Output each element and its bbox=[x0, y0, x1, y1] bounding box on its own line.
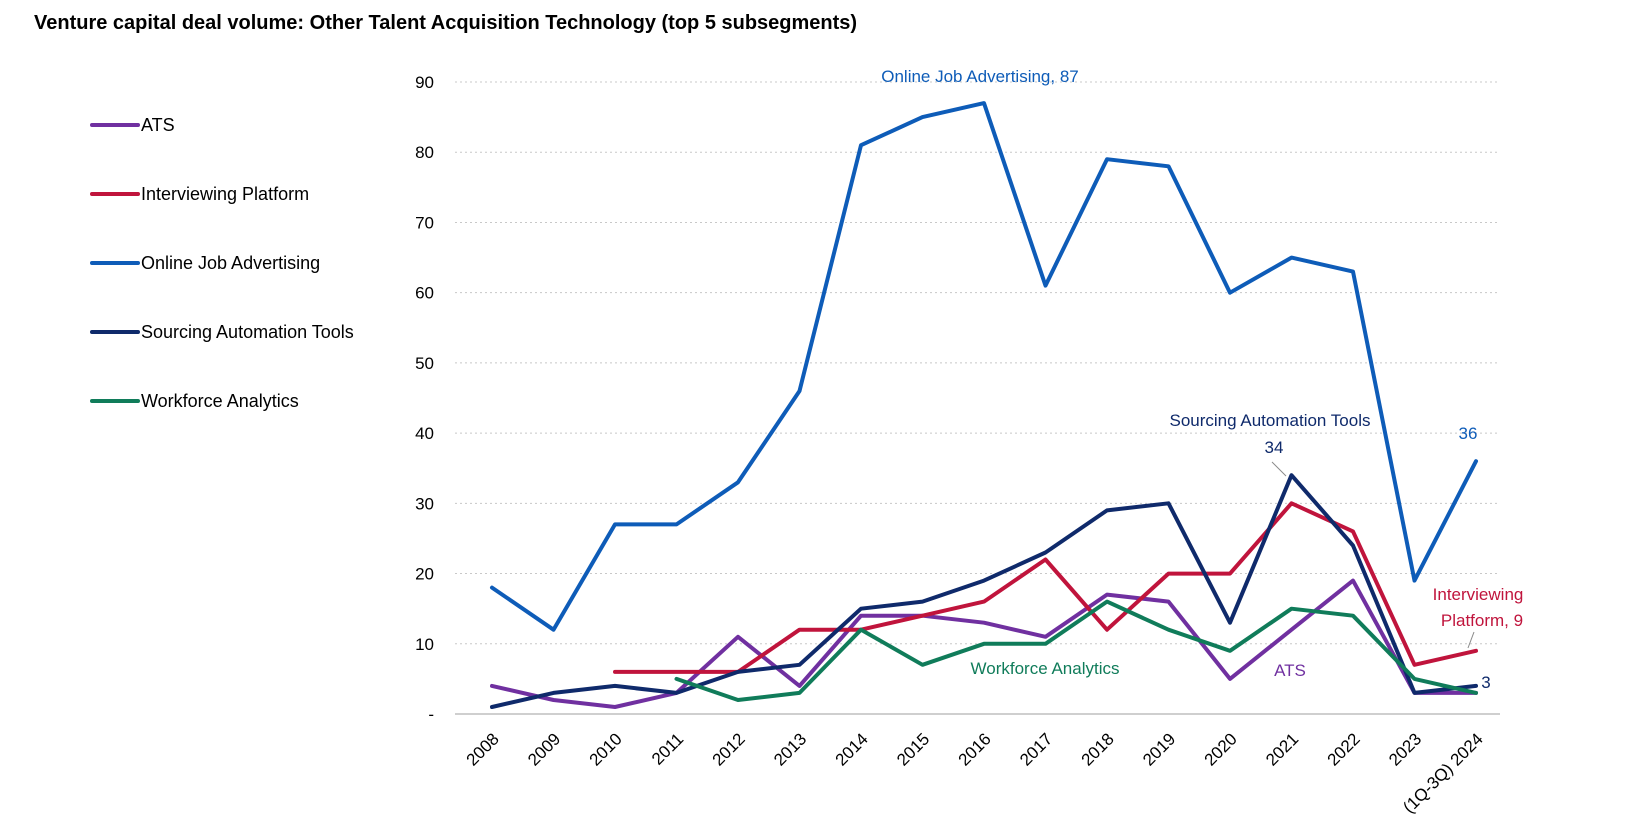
x-axis-ticks: 2008 2009 2010 2011 2012 2013 2014 2015 2016 2017… bbox=[463, 729, 1487, 817]
x-tick-label: 2018 bbox=[1078, 729, 1118, 769]
annotation-36: 36 bbox=[1459, 424, 1478, 443]
annotation-sourcing-automation-tools: Sourcing Automation Tools bbox=[1170, 411, 1371, 430]
x-tick-label: 2019 bbox=[1139, 729, 1179, 769]
y-tick-label: 20 bbox=[415, 565, 434, 584]
annotation-workforce-analytics: Workforce Analytics bbox=[971, 659, 1120, 678]
x-tick-label: 2016 bbox=[955, 729, 995, 769]
series-line-workforce-analytics bbox=[674, 599, 1478, 702]
x-tick-label: 2011 bbox=[648, 729, 687, 768]
legend-label-ats: ATS bbox=[141, 115, 175, 135]
legend: ATS Interviewing Platform Online Job Adver… bbox=[90, 115, 354, 411]
legend-label-online-job-advertising: Online Job Advertising bbox=[141, 253, 320, 273]
x-tick-label: 2022 bbox=[1324, 729, 1364, 769]
y-tick-label: 50 bbox=[415, 354, 434, 373]
chart-title: Venture capital deal volume: Other Talen… bbox=[34, 12, 858, 34]
x-tick-label: 2014 bbox=[832, 729, 872, 769]
y-tick-label: 30 bbox=[415, 494, 434, 513]
x-tick-label: 2015 bbox=[893, 729, 933, 769]
annotation-platform-9: Platform, 9 bbox=[1441, 611, 1523, 630]
y-tick-label: 80 bbox=[415, 143, 434, 162]
series-line-online-job-advertising bbox=[490, 101, 1478, 632]
grid-lines bbox=[455, 81, 1500, 645]
x-tick-label: 2012 bbox=[709, 729, 749, 769]
annotation-ats: ATS bbox=[1274, 661, 1306, 680]
x-tick-label: 2020 bbox=[1201, 729, 1241, 769]
annotations: Online Job Advertising, 87 Sourcing Autom… bbox=[881, 67, 1523, 692]
y-tick-label: 10 bbox=[415, 635, 434, 654]
y-tick-label: 40 bbox=[415, 424, 434, 443]
x-tick-label: 2009 bbox=[524, 729, 564, 769]
y-tick-label: 60 bbox=[415, 284, 434, 303]
legend-label-sourcing-automation-tools: Sourcing Automation Tools bbox=[141, 322, 354, 342]
annotation-interviewing: Interviewing bbox=[1433, 585, 1524, 604]
x-tick-label: 2017 bbox=[1016, 729, 1056, 769]
x-tick-label: 2010 bbox=[586, 729, 626, 769]
y-axis-ticks: - 10 20 30 40 50 60 70 80 90 bbox=[415, 73, 434, 724]
x-tick-label: 2013 bbox=[770, 729, 810, 769]
leader-line-interviewing bbox=[1467, 631, 1475, 649]
legend-label-workforce-analytics: Workforce Analytics bbox=[141, 391, 299, 411]
legend-label-interviewing-platform: Interviewing Platform bbox=[141, 184, 309, 204]
annotation-34: 34 bbox=[1265, 438, 1284, 457]
leader-line-sourcing bbox=[1271, 461, 1287, 477]
x-tick-label: 2008 bbox=[463, 729, 503, 769]
annotation-online-job-advertising-87: Online Job Advertising, 87 bbox=[881, 67, 1079, 86]
series-line-sourcing-automation-tools bbox=[490, 473, 1478, 709]
annotation-3: 3 bbox=[1481, 673, 1490, 692]
y-tick-label: 70 bbox=[415, 213, 434, 232]
x-tick-label: 2023 bbox=[1385, 729, 1425, 769]
y-tick-label: - bbox=[428, 705, 434, 724]
y-tick-label: 90 bbox=[415, 73, 434, 92]
series-line-ats bbox=[490, 578, 1478, 709]
series-lines bbox=[490, 101, 1478, 709]
x-tick-label: 2021 bbox=[1262, 729, 1302, 769]
